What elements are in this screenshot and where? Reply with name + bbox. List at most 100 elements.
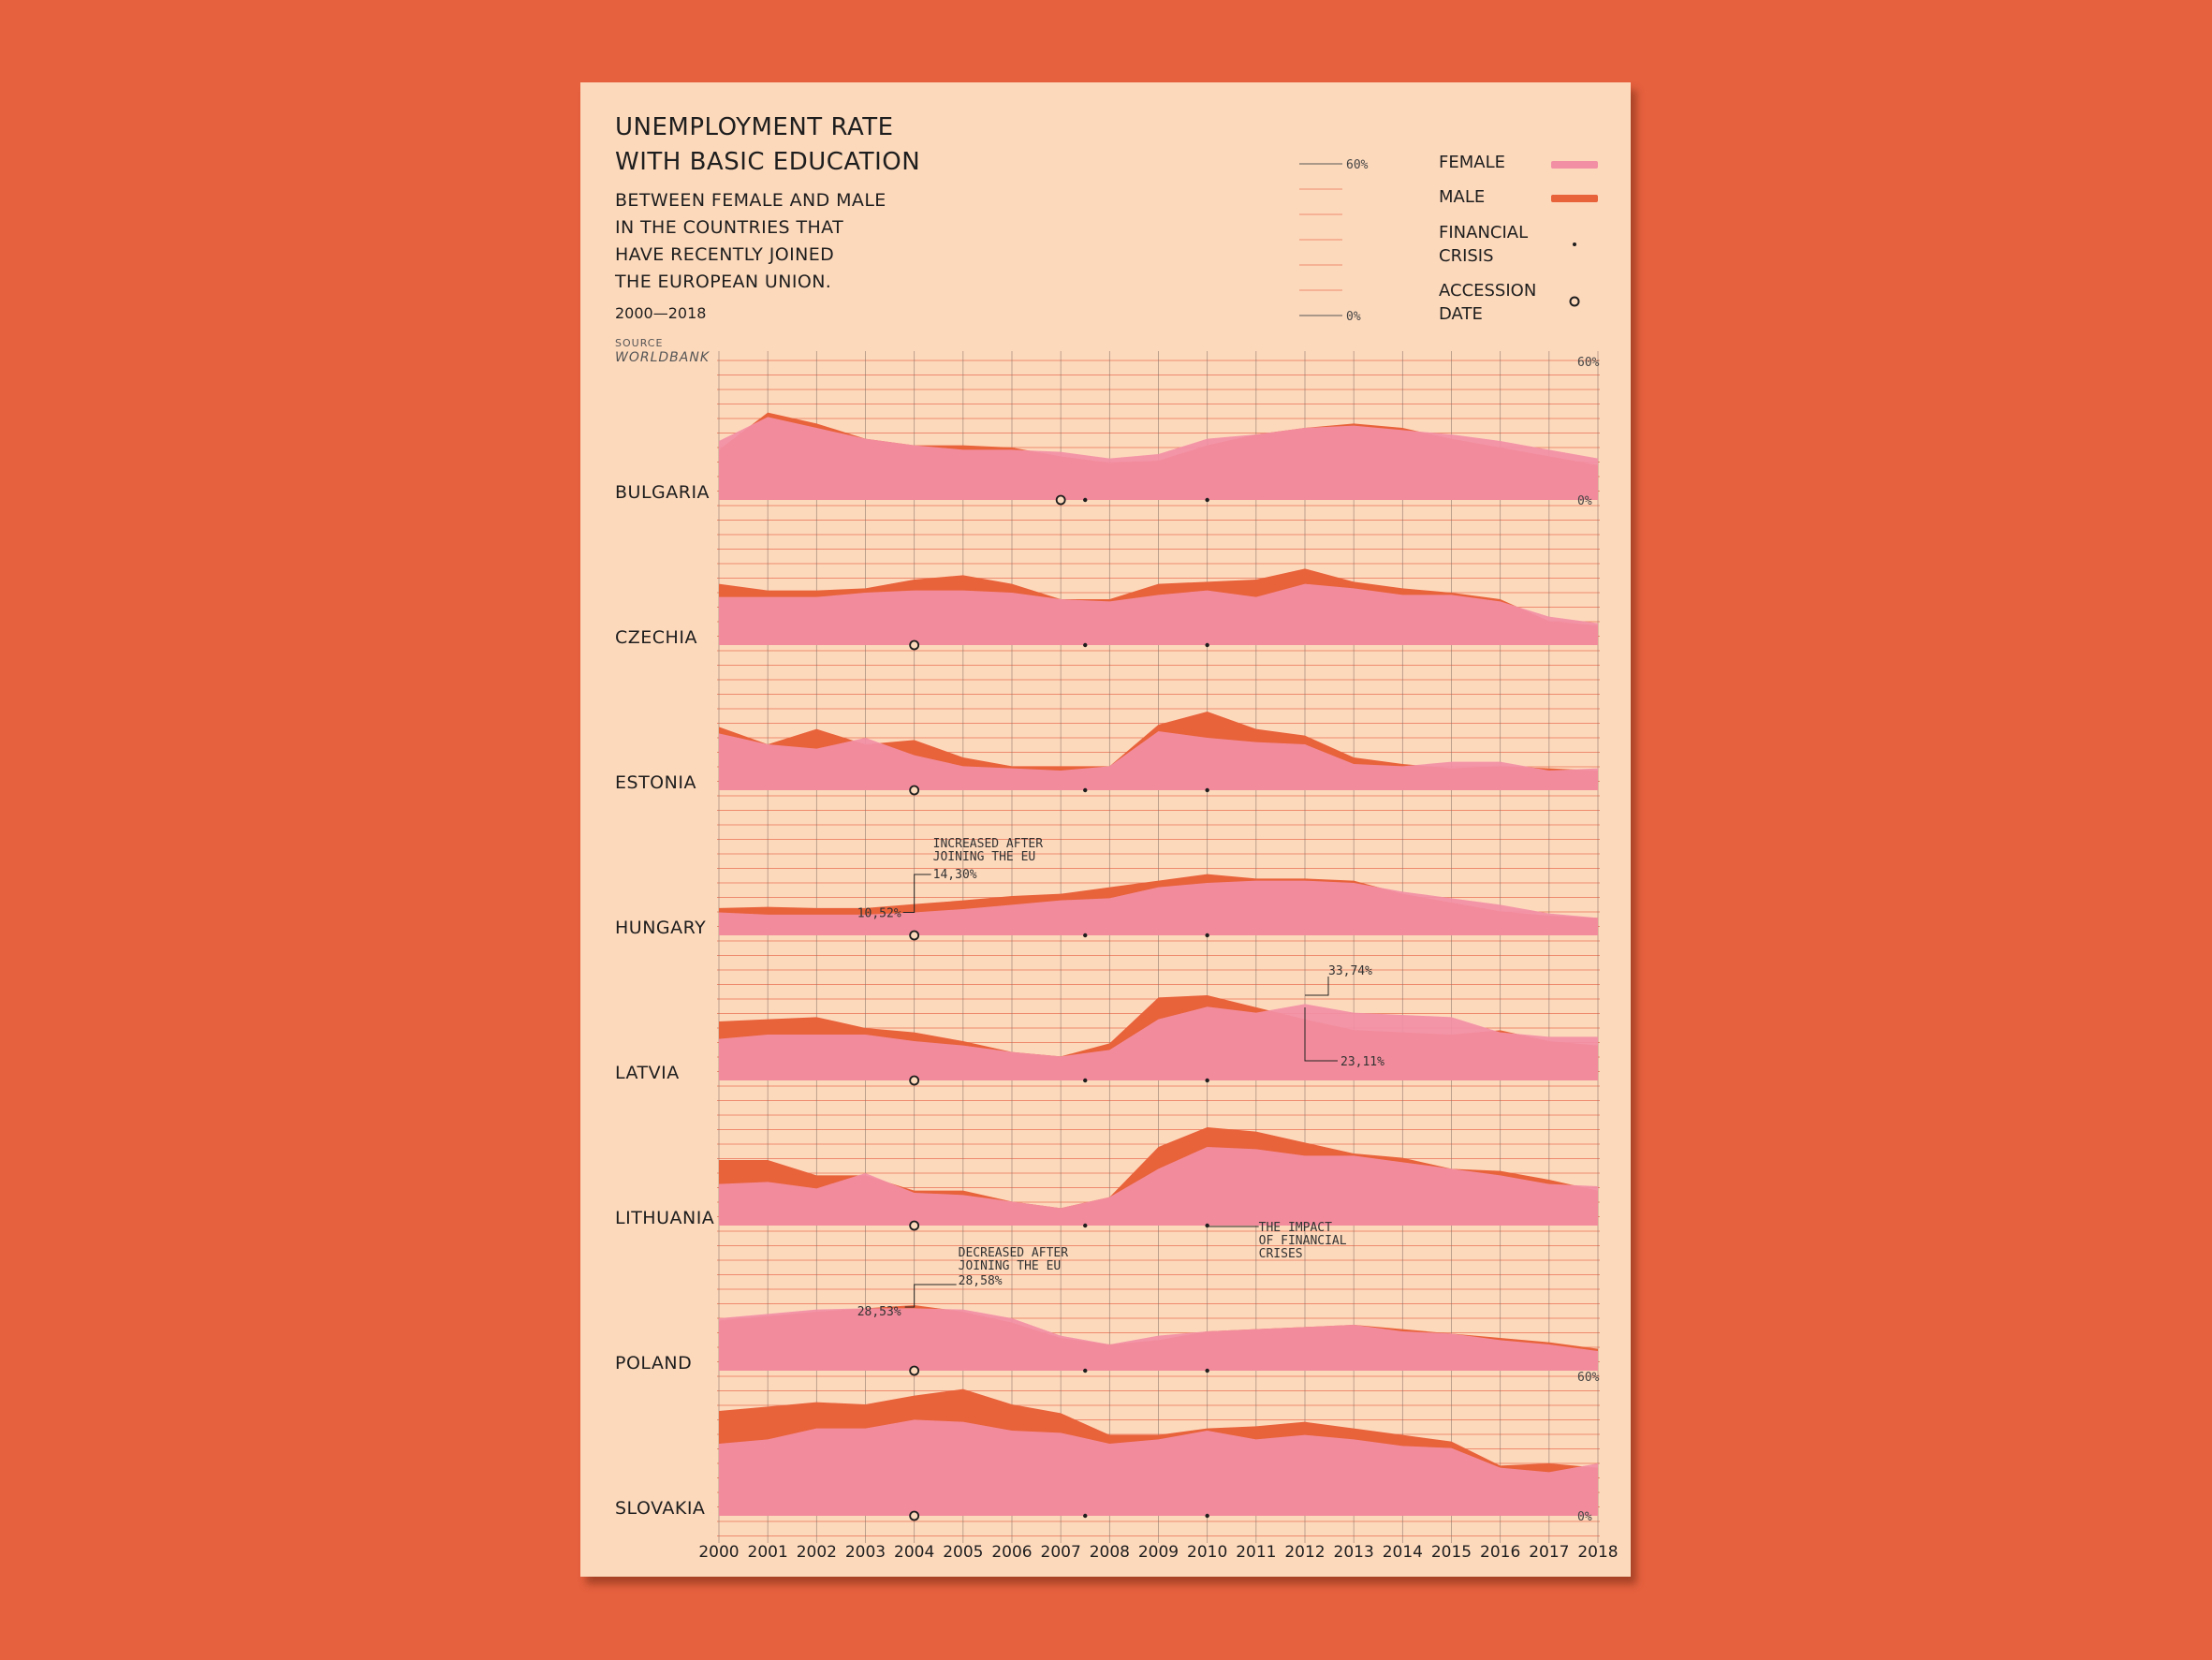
crisis-dot bbox=[1205, 787, 1209, 793]
female-area bbox=[719, 1004, 1598, 1080]
legend-female-label: FEMALE bbox=[1439, 153, 1505, 172]
accession-marker bbox=[909, 1075, 920, 1086]
female-area bbox=[719, 417, 1598, 500]
panel-poland bbox=[719, 1305, 1598, 1376]
country-label: CZECHIA bbox=[615, 627, 697, 648]
subtitle-line: IN THE COUNTRIES THAT bbox=[615, 217, 844, 238]
annotation-leader bbox=[904, 1284, 957, 1308]
country-label: SLOVAKIA bbox=[615, 1498, 705, 1519]
chart-subtitle: BETWEEN FEMALE AND MALE IN THE COUNTRIES… bbox=[615, 187, 915, 296]
y-tick-label: 60% bbox=[1577, 356, 1600, 370]
annotation-text: THE IMPACT bbox=[1259, 1221, 1332, 1235]
accession-marker bbox=[909, 1365, 920, 1376]
country-label: ESTONIA bbox=[615, 772, 696, 793]
annotation-text: JOINING THE EU bbox=[959, 1259, 1062, 1273]
annotation-text: JOINING THE EU bbox=[933, 850, 1036, 864]
accession-marker bbox=[909, 930, 920, 941]
year-range: 2000—2018 bbox=[615, 304, 707, 322]
accession-marker bbox=[909, 1220, 920, 1231]
female-area bbox=[719, 1308, 1598, 1371]
x-axis-year-label: 2016 bbox=[1480, 1543, 1520, 1562]
x-axis-year-label: 2006 bbox=[991, 1543, 1032, 1562]
panel-czechia bbox=[719, 568, 1598, 651]
annotation-leader bbox=[1207, 1226, 1259, 1227]
legend-accession-label: ACCESSION DATE bbox=[1439, 279, 1536, 326]
panel-lithuania bbox=[719, 1127, 1598, 1231]
annotation-value: 23,11% bbox=[1340, 1055, 1384, 1069]
annotation-text: CRISES bbox=[1259, 1247, 1303, 1261]
chart-title: UNEMPLOYMENT RATE WITH BASIC EDUCATION bbox=[615, 110, 1008, 180]
accession-marker bbox=[909, 639, 920, 651]
crisis-dot bbox=[1083, 1078, 1088, 1083]
country-label: LITHUANIA bbox=[615, 1208, 714, 1228]
female-area bbox=[719, 1147, 1598, 1226]
legend-accession-line: ACCESSION bbox=[1439, 281, 1537, 301]
legend-scale-max-label: 60% bbox=[1346, 158, 1369, 172]
y-tick-label: 60% bbox=[1577, 1371, 1600, 1385]
x-axis-year-label: 2011 bbox=[1236, 1543, 1276, 1562]
legend-scale-min-label: 0% bbox=[1346, 310, 1361, 324]
crisis-dot bbox=[1083, 1223, 1088, 1228]
annotation-text: INCREASED AFTER bbox=[933, 837, 1044, 851]
poster: UNEMPLOYMENT RATE WITH BASIC EDUCATION B… bbox=[580, 82, 1631, 1577]
crisis-dot bbox=[1205, 497, 1209, 503]
accession-marker bbox=[909, 1510, 920, 1521]
female-area bbox=[719, 583, 1598, 645]
panel-hungary bbox=[719, 874, 1598, 941]
annotation-leader bbox=[1305, 977, 1329, 996]
subtitle-line: HAVE RECENTLY JOINED bbox=[615, 244, 835, 265]
x-axis-year-label: 2009 bbox=[1138, 1543, 1179, 1562]
crisis-dot bbox=[1083, 933, 1088, 938]
crisis-dot bbox=[1083, 1368, 1088, 1374]
x-axis-year-label: 2018 bbox=[1577, 1543, 1618, 1562]
annotation-value: 28,58% bbox=[959, 1274, 1003, 1288]
crisis-dot bbox=[1083, 787, 1088, 793]
crisis-dot bbox=[1205, 1078, 1209, 1083]
annotation-value: 14,30% bbox=[933, 868, 977, 882]
x-axis-year-label: 2013 bbox=[1334, 1543, 1374, 1562]
y-tick-label: 0% bbox=[1577, 1510, 1592, 1524]
country-label: HUNGARY bbox=[615, 918, 706, 938]
subtitle-line: THE EUROPEAN UNION. bbox=[615, 272, 832, 292]
legend-accession-circle bbox=[1569, 296, 1580, 307]
crisis-dot bbox=[1205, 1513, 1209, 1519]
source-label: SOURCE bbox=[615, 337, 664, 349]
annotation-value: 28,53% bbox=[857, 1305, 901, 1319]
y-tick-label: 0% bbox=[1577, 494, 1592, 508]
legend-male-label: MALE bbox=[1439, 187, 1486, 207]
x-axis-year-label: 2005 bbox=[943, 1543, 983, 1562]
crisis-dot bbox=[1083, 642, 1088, 648]
x-axis-year-label: 2012 bbox=[1284, 1543, 1325, 1562]
crisis-dot bbox=[1083, 497, 1088, 503]
panel-latvia bbox=[719, 995, 1598, 1086]
female-area bbox=[719, 1419, 1598, 1516]
legend-male-swatch bbox=[1551, 195, 1598, 202]
legend-female-swatch bbox=[1551, 161, 1598, 169]
accession-marker bbox=[1055, 494, 1066, 506]
panel-estonia bbox=[719, 712, 1598, 796]
x-axis-year-label: 2004 bbox=[894, 1543, 934, 1562]
accession-marker bbox=[909, 785, 920, 796]
panel-bulgaria bbox=[719, 412, 1598, 506]
x-axis-year-label: 2015 bbox=[1431, 1543, 1472, 1562]
female-area bbox=[719, 731, 1598, 790]
annotation-value: 10,52% bbox=[857, 906, 901, 920]
x-axis-year-label: 2014 bbox=[1383, 1543, 1423, 1562]
country-label: LATVIA bbox=[615, 1063, 680, 1083]
crisis-dot bbox=[1205, 642, 1209, 648]
legend-crisis-line: FINANCIAL bbox=[1439, 223, 1529, 242]
annotation-text: DECREASED AFTER bbox=[959, 1246, 1069, 1260]
title-line: WITH BASIC EDUCATION bbox=[615, 148, 921, 176]
x-axis-year-label: 2002 bbox=[797, 1543, 837, 1562]
legend-crisis-label: FINANCIAL CRISIS bbox=[1439, 221, 1528, 268]
x-axis-year-label: 2001 bbox=[748, 1543, 788, 1562]
legend-crisis-line: CRISIS bbox=[1439, 246, 1494, 266]
title-line: UNEMPLOYMENT RATE bbox=[615, 113, 894, 141]
x-axis-year-label: 2000 bbox=[698, 1543, 739, 1562]
panel-slovakia bbox=[719, 1388, 1598, 1521]
annotation-leader bbox=[1304, 1007, 1338, 1062]
legend-accession-line: DATE bbox=[1439, 304, 1483, 324]
x-axis-year-label: 2010 bbox=[1187, 1543, 1227, 1562]
annotation-text: OF FINANCIAL bbox=[1259, 1234, 1347, 1248]
crisis-dot bbox=[1083, 1513, 1088, 1519]
